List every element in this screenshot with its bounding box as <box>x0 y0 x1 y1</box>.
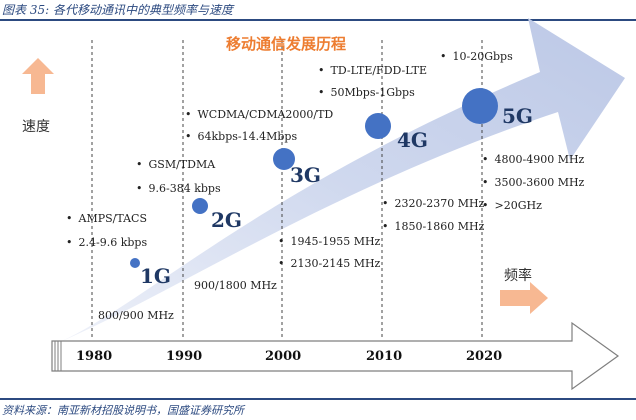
standard-label-3g: • WCDMA/CDMA2000/TD <box>185 108 334 121</box>
year-label-1980: 1980 <box>76 349 113 364</box>
bullet-dot-icon: • <box>136 158 143 171</box>
frequency-label-4g-2: • 1850-1860 MHz <box>382 220 485 233</box>
standard-label-4g: • TD-LTE/FDD-LTE <box>318 64 428 77</box>
bullet-dot-icon: • <box>382 220 389 233</box>
year-label-2020: 2020 <box>466 349 503 364</box>
header-rule <box>0 19 636 21</box>
bullet-dot-icon: • <box>482 199 489 212</box>
generation-dot-4g <box>365 113 391 139</box>
bullet-dot-icon: • <box>278 257 285 270</box>
standard-label-1g: • AMPS/TACS <box>66 212 147 225</box>
orange-right-arrow-icon <box>500 282 548 314</box>
bullet-dot-icon: • <box>318 64 325 77</box>
frequency-label-5g-3: • >20GHz <box>482 199 542 212</box>
frequency-axis-label: 频率 <box>504 268 532 284</box>
generation-dot-1g <box>130 258 140 268</box>
bullet-dot-icon: • <box>482 153 489 166</box>
orange-up-arrow-icon <box>22 58 54 94</box>
footer-rule <box>0 398 636 400</box>
bullet-dot-icon: • <box>318 86 325 99</box>
bullet-dot-icon: • <box>136 182 143 195</box>
frequency-label-3g-1: • 1945-1955 MHz <box>278 235 381 248</box>
bullet-dot-icon: • <box>382 197 389 210</box>
year-label-1990: 1990 <box>166 349 203 364</box>
figure-title: 图表 35: 各代移动通讯中的典型频率与速度 <box>2 3 233 17</box>
diagram-graphics <box>22 18 625 391</box>
frequency-label-1g: 800/900 MHz <box>98 309 174 322</box>
bullet-dot-icon: • <box>66 212 73 225</box>
year-label-2000: 2000 <box>265 349 302 364</box>
speed-label-1g: • 2.4-9.6 kbps <box>66 236 148 249</box>
frequency-label-5g-1: • 4800-4900 MHz <box>482 153 585 166</box>
frequency-label-3g-2: • 2130-2145 MHz <box>278 257 381 270</box>
generation-name-3g: 3G <box>290 163 321 187</box>
generation-dot-3g <box>273 148 295 170</box>
generation-dot-5g <box>462 88 498 124</box>
bullet-dot-icon: • <box>440 50 447 63</box>
generation-name-5g: 5G <box>502 104 533 128</box>
figure-source: 资料来源：南亚新材招股说明书，国盛证券研究所 <box>2 404 244 417</box>
bullet-dot-icon: • <box>185 130 192 143</box>
frequency-label-5g-2: • 3500-3600 MHz <box>482 176 585 189</box>
standard-label-2g: • GSM/TDMA <box>136 158 216 171</box>
generation-name-2g: 2G <box>211 208 242 232</box>
bullet-dot-icon: • <box>482 176 489 189</box>
generation-name-4g: 4G <box>397 128 428 152</box>
timeline-arrow-tail-stripes <box>54 341 62 371</box>
speed-label-4g: • 50Mbps-1Gbps <box>318 86 415 99</box>
bullet-dot-icon: • <box>278 235 285 248</box>
frequency-label-2g: 900/1800 MHz <box>194 279 277 292</box>
speed-label-5g: • 10-20Gbps <box>440 50 513 63</box>
diagram-title: 移动通信发展历程 <box>226 35 347 53</box>
bullet-dot-icon: • <box>185 108 192 121</box>
speed-label-3g: • 64kbps-14.4Mbps <box>185 130 298 143</box>
frequency-label-4g-1: • 2320-2370 MHz <box>382 197 485 210</box>
generation-name-1g: 1G <box>140 264 171 288</box>
speed-axis-label: 速度 <box>22 119 50 135</box>
speed-label-2g: • 9.6-384 kbps <box>136 182 221 195</box>
generation-dot-2g <box>192 198 208 214</box>
year-label-2010: 2010 <box>366 349 403 364</box>
timeline-arrow <box>51 321 620 391</box>
bullet-dot-icon: • <box>66 236 73 249</box>
